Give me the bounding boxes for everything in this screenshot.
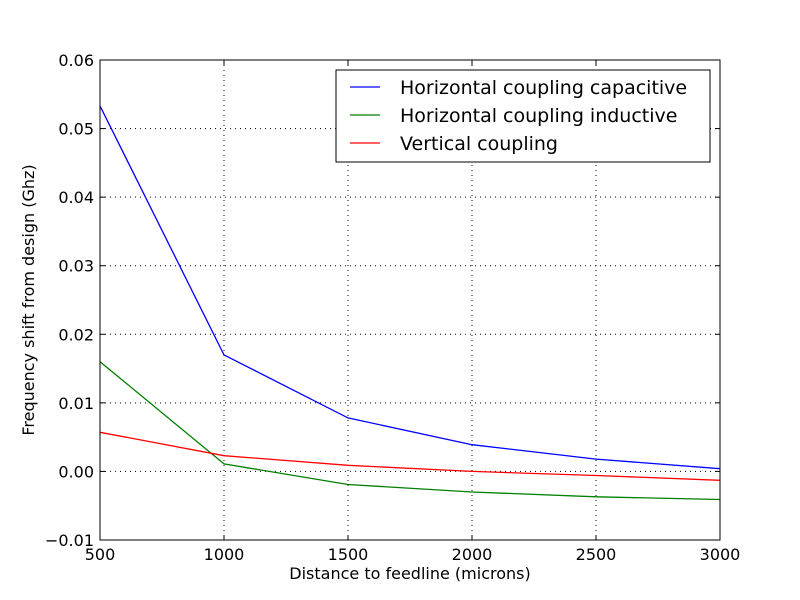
legend: Horizontal coupling capacitive Horizontal… — [335, 69, 711, 163]
x-tick-label: 1500 — [328, 545, 369, 564]
x-axis-title: Distance to feedline (microns) — [289, 564, 530, 583]
x-tick-label: 1000 — [204, 545, 245, 564]
y-tick-label: −0.01 — [45, 531, 94, 550]
x-tick-label: 500 — [85, 545, 116, 564]
series-line-vertical-coupling — [99, 431, 721, 481]
x-tick-label: 2000 — [452, 545, 493, 564]
y-tick-label: 0.05 — [58, 120, 94, 139]
series-lines — [99, 105, 721, 501]
legend-label-horizontal-coupling-inductive: Horizontal coupling inductive — [400, 105, 677, 127]
legend-box — [335, 69, 711, 163]
x-tick-label: 3000 — [700, 545, 741, 564]
series-line-horizontal-coupling-capacitive — [99, 105, 721, 470]
x-tick-label: 2500 — [576, 545, 617, 564]
y-tick-label: 0.00 — [58, 462, 94, 481]
y-tick-label: 0.03 — [58, 257, 94, 276]
y-tick-label: 0.04 — [58, 188, 94, 207]
legend-label-vertical-coupling: Vertical coupling — [400, 133, 558, 155]
legend-label-horizontal-coupling-capacitive: Horizontal coupling capacitive — [400, 77, 687, 99]
y-tick-label: 0.02 — [58, 325, 94, 344]
y-axis-title: Frequency shift from design (Ghz) — [19, 164, 38, 435]
ticks: 500 1000 1500 2000 2500 3000 −0.01 0.00 0.01 0.02… — [45, 51, 740, 564]
y-tick-label: 0.06 — [58, 51, 94, 70]
series-line-horizontal-coupling-inductive — [99, 361, 721, 501]
plot-frame — [99, 59, 721, 541]
y-tick-label: 0.01 — [58, 394, 94, 413]
